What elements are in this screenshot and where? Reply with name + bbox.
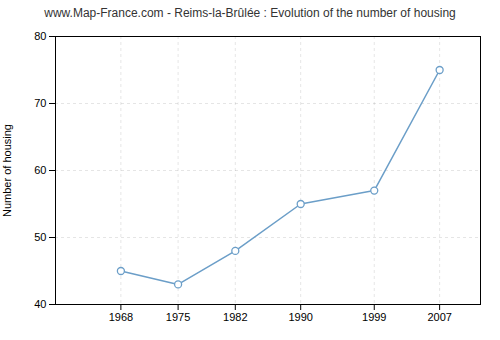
svg-text:60: 60 — [34, 164, 46, 176]
svg-text:40: 40 — [34, 298, 46, 310]
svg-text:1982: 1982 — [223, 311, 247, 323]
svg-text:80: 80 — [34, 30, 46, 42]
svg-text:Number of housing: Number of housing — [1, 124, 13, 217]
svg-text:70: 70 — [34, 97, 46, 109]
svg-text:2007: 2007 — [427, 311, 451, 323]
svg-text:1975: 1975 — [166, 311, 190, 323]
svg-text:50: 50 — [34, 231, 46, 243]
svg-text:1990: 1990 — [288, 311, 312, 323]
svg-text:1968: 1968 — [109, 311, 133, 323]
html-text:www.Map-France.com - Reims-la-: www.Map-France.com - Reims-la-Brûlée : E… — [44, 6, 456, 20]
svg-text:1999: 1999 — [362, 311, 386, 323]
